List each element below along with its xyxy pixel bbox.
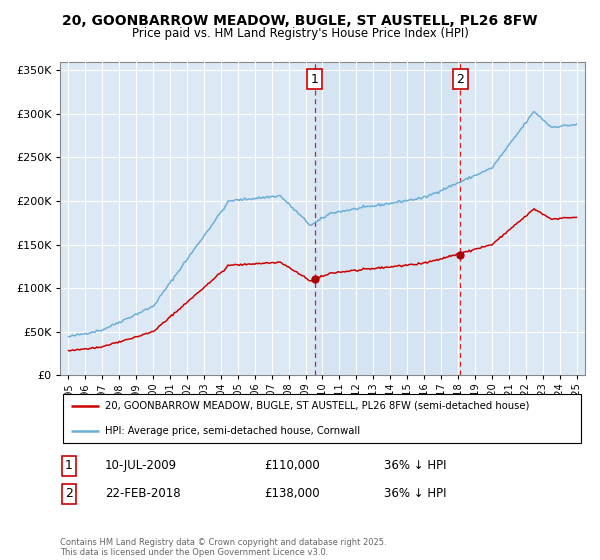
Text: 20, GOONBARROW MEADOW, BUGLE, ST AUSTELL, PL26 8FW: 20, GOONBARROW MEADOW, BUGLE, ST AUSTELL…	[62, 14, 538, 28]
Text: 1: 1	[65, 459, 73, 473]
Text: Price paid vs. HM Land Registry's House Price Index (HPI): Price paid vs. HM Land Registry's House …	[131, 27, 469, 40]
Text: 36% ↓ HPI: 36% ↓ HPI	[384, 459, 446, 473]
Bar	[314, 62, 460, 375]
Text: Contains HM Land Registry data © Crown copyright and database right 2025.
This d: Contains HM Land Registry data © Crown c…	[60, 538, 386, 557]
Text: 36% ↓ HPI: 36% ↓ HPI	[384, 487, 446, 501]
Text: £138,000: £138,000	[264, 487, 320, 501]
Text: 2: 2	[65, 487, 73, 501]
Text: 10-JUL-2009: 10-JUL-2009	[105, 459, 177, 473]
Text: 22-FEB-2018: 22-FEB-2018	[105, 487, 181, 501]
Text: 1: 1	[311, 73, 319, 86]
Text: 20, GOONBARROW MEADOW, BUGLE, ST AUSTELL, PL26 8FW (semi-detached house): 20, GOONBARROW MEADOW, BUGLE, ST AUSTELL…	[104, 401, 529, 411]
Text: £110,000: £110,000	[264, 459, 320, 473]
Text: HPI: Average price, semi-detached house, Cornwall: HPI: Average price, semi-detached house,…	[104, 426, 360, 436]
FancyBboxPatch shape	[62, 394, 581, 443]
Text: 2: 2	[457, 73, 464, 86]
